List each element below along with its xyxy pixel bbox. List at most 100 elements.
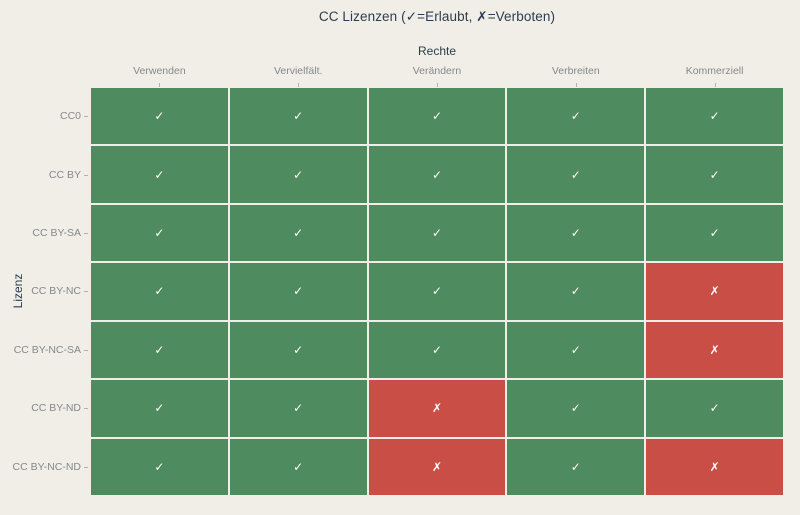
check-icon: ✓ — [293, 459, 304, 474]
check-icon: ✓ — [293, 284, 304, 299]
y-tick-mark — [84, 408, 88, 410]
check-icon: ✓ — [293, 401, 304, 416]
x-tick-label-kommerziell: Kommerziell — [646, 64, 783, 88]
y-tick-label-text: CC BY-NC — [31, 285, 81, 298]
heatmap-cell-cc-by-nd-verwenden: ✓ — [91, 380, 228, 437]
heatmap-cell-cc-by-sa-ver-ndern: ✓ — [368, 204, 506, 262]
y-tick-label-text: CC BY-NC-SA — [13, 343, 81, 356]
y-tick-mark — [84, 291, 88, 293]
heatmap-cell-cc-by-nc-sa-vervielf-lt: ✓ — [229, 321, 367, 379]
heatmap-cell-cc-by-nd-ver-ndern: ✗ — [368, 380, 506, 437]
check-icon: ✓ — [431, 342, 443, 357]
check-icon: ✓ — [570, 167, 581, 182]
heatmap-cell-cc-by-nc-sa-verbreiten: ✓ — [507, 321, 645, 379]
check-icon: ✓ — [570, 226, 581, 241]
y-tick-label-cc-by-nc-sa: CC BY-NC-SA — [0, 322, 91, 378]
heatmap-cell-cc-by-ver-ndern: ✓ — [368, 146, 506, 203]
x-tick-mark — [436, 83, 438, 87]
x-tick-label-text: Verbreiten — [551, 65, 600, 77]
heatmap-cell-cc-by-nc-sa-kommerziell: ✗ — [646, 321, 783, 379]
chart-title: CC Lizenzen (✓=Erlaubt, ✗=Verboten) — [318, 9, 556, 24]
x-tick-mark — [714, 83, 716, 87]
check-icon: ✓ — [293, 342, 304, 357]
y-tick-mark — [84, 466, 88, 468]
check-icon: ✓ — [570, 401, 581, 416]
heatmap-cell-cc-by-nc-nd-kommerziell: ✗ — [646, 438, 783, 495]
check-icon: ✓ — [709, 167, 720, 182]
heatmap-cell-cc-by-sa-vervielf-lt: ✓ — [229, 204, 367, 262]
y-tick-label-text: CC BY-SA — [32, 227, 81, 240]
y-tick-label-cc0: CC0 — [0, 88, 91, 144]
y-axis-tick-labels: CC0 CC BY CC BY-SA CC BY-NC CC BY-NC-SA CC BY… — [0, 88, 91, 495]
heatmap-cell-cc0-verbreiten: ✓ — [507, 88, 645, 145]
x-tick-mark — [159, 83, 161, 87]
cross-icon: ✗ — [709, 284, 720, 299]
check-icon: ✓ — [154, 342, 165, 357]
heatmap-cell-cc-by-verbreiten: ✓ — [507, 146, 645, 203]
y-tick-mark — [84, 349, 88, 351]
x-tick-label-verwenden: Verwenden — [91, 64, 228, 88]
heatmap-cell-cc-by-sa-verbreiten: ✓ — [507, 204, 645, 262]
y-tick-label-text: CC BY — [48, 168, 81, 181]
heatmap-cell-cc-by-nc-sa-ver-ndern: ✓ — [368, 321, 506, 379]
cross-icon: ✗ — [709, 342, 720, 357]
check-icon: ✓ — [154, 226, 165, 241]
heatmap-cell-cc0-ver-ndern: ✓ — [368, 88, 506, 145]
heatmap-cell-cc0-kommerziell: ✓ — [646, 88, 783, 145]
heatmap-grid: ✓ ✓ ✓ ✓ ✓ ✓ ✓ ✓ ✓ ✓ ✓ ✓ ✓ ✓ ✓ ✓ ✓ ✓ ✓ ✗ ✓ ✓ ✓ ✓ ✗ ✓ ✓ ✗ ✓ ✓ ✓ ✓ ✗ ✓ ✗ — [91, 88, 783, 495]
heatmap-cell-cc-by-sa-verwenden: ✓ — [91, 204, 228, 262]
y-tick-label-text: CC BY-NC-ND — [12, 460, 81, 473]
check-icon: ✓ — [293, 109, 304, 124]
x-tick-label-verbreiten: Verbreiten — [507, 64, 644, 88]
heatmap-cell-cc-by-kommerziell: ✓ — [646, 146, 783, 203]
x-tick-label-text: Vervielfält. — [273, 65, 323, 77]
heatmap-cell-cc-by-nd-kommerziell: ✓ — [646, 380, 783, 437]
heatmap-cell-cc-by-nc-nd-verbreiten: ✓ — [507, 438, 645, 495]
x-tick-mark — [298, 83, 300, 87]
heatmap-cell-cc-by-nd-vervielf-lt: ✓ — [229, 380, 367, 437]
heatmap-cell-cc-by-nc-ver-ndern: ✓ — [368, 263, 506, 320]
heatmap-cell-cc-by-nc-kommerziell: ✗ — [646, 263, 783, 320]
check-icon: ✓ — [431, 284, 443, 299]
cross-icon: ✗ — [709, 459, 720, 474]
x-axis-title: Rechte — [417, 44, 457, 58]
check-icon: ✓ — [570, 459, 581, 474]
heatmap-cell-cc0-verwenden: ✓ — [91, 88, 228, 145]
y-tick-label-cc-by: CC BY — [0, 146, 91, 202]
check-icon: ✓ — [431, 167, 443, 182]
x-tick-label-text: Kommerziell — [685, 65, 744, 77]
heatmap-cell-cc-by-sa-kommerziell: ✓ — [646, 204, 783, 262]
y-tick-mark — [84, 116, 88, 118]
heatmap-cell-cc-by-vervielf-lt: ✓ — [229, 146, 367, 203]
check-icon: ✓ — [154, 167, 165, 182]
y-tick-label-cc-by-nc: CC BY-NC — [0, 263, 91, 319]
y-tick-label-cc-by-sa: CC BY-SA — [0, 205, 91, 261]
check-icon: ✓ — [154, 401, 165, 416]
y-tick-label-text: CC BY-ND — [31, 402, 81, 415]
heatmap-cell-cc-by-verwenden: ✓ — [91, 146, 228, 203]
cross-icon: ✗ — [431, 401, 443, 416]
heatmap-cell-cc-by-nc-vervielf-lt: ✓ — [229, 263, 367, 320]
heatmap-cell-cc-by-nc-nd-ver-ndern: ✗ — [368, 438, 506, 495]
y-tick-label-text: CC0 — [59, 110, 81, 123]
x-axis-tick-labels: Verwenden Vervielfält. Verändern Verbreiten… — [91, 64, 783, 88]
heatmap-cell-cc-by-nc-sa-verwenden: ✓ — [91, 321, 228, 379]
x-tick-label-vervielf-lt: Vervielfält. — [230, 64, 367, 88]
y-tick-mark — [84, 174, 88, 176]
check-icon: ✓ — [154, 284, 165, 299]
heatmap-cell-cc0-vervielf-lt: ✓ — [229, 88, 367, 145]
check-icon: ✓ — [154, 109, 165, 124]
check-icon: ✓ — [154, 459, 165, 474]
heatmap-cell-cc-by-nc-nd-vervielf-lt: ✓ — [229, 438, 367, 495]
check-icon: ✓ — [570, 342, 581, 357]
cross-icon: ✗ — [431, 459, 443, 474]
heatmap-cell-cc-by-nd-verbreiten: ✓ — [507, 380, 645, 437]
check-icon: ✓ — [570, 109, 581, 124]
heatmap-cell-cc-by-nc-verwenden: ✓ — [91, 263, 228, 320]
check-icon: ✓ — [293, 167, 304, 182]
y-tick-label-cc-by-nc-nd: CC BY-NC-ND — [0, 439, 91, 495]
check-icon: ✓ — [431, 109, 443, 124]
check-icon: ✓ — [709, 401, 720, 416]
check-icon: ✓ — [709, 109, 720, 124]
